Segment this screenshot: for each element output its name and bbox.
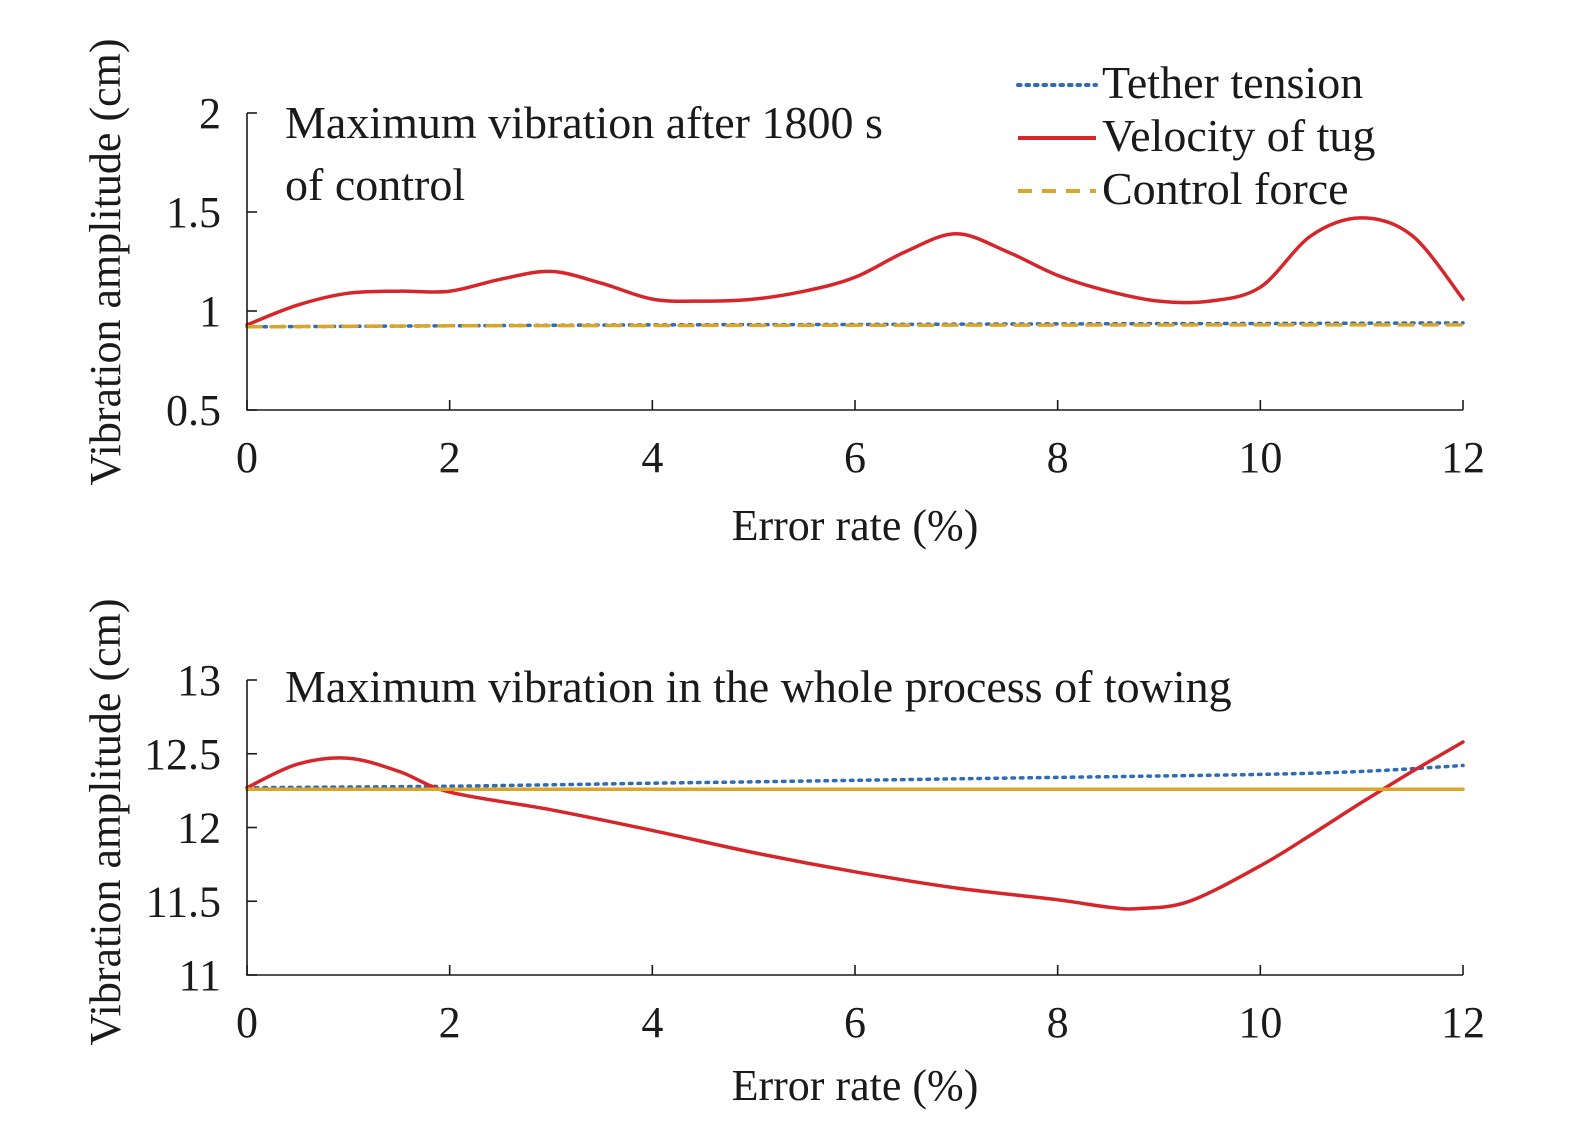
x-axis-label: Error rate (%) — [732, 1061, 979, 1110]
x-tick-label: 8 — [1047, 433, 1069, 482]
x-tick-label: 4 — [641, 998, 663, 1047]
x-tick-label: 8 — [1047, 998, 1069, 1047]
y-tick-label: 1 — [199, 287, 221, 336]
x-tick-label: 10 — [1238, 998, 1282, 1047]
chart-panel-bottom: 0 2 4 6 8 10 12 11 11.5 12 12.5 13 Maximum vibratio… — [81, 598, 1485, 1110]
y-tick-label: 11.5 — [146, 877, 221, 926]
y-tick-label: 11 — [179, 951, 221, 1000]
annotation-line-1: Maximum vibration after 1800 s — [285, 97, 883, 148]
x-tick-label: 4 — [641, 433, 663, 482]
chart-panel-top: 0 2 4 6 8 10 12 0.5 1 1.5 2 Maximum vibration afte… — [81, 38, 1485, 550]
annotation-line-1: Maximum vibration in the whole process o… — [285, 661, 1232, 712]
legend-label-velocity-of-tug: Velocity of tug — [1102, 110, 1375, 161]
y-tick-label: 12 — [177, 804, 221, 853]
x-tick-label: 0 — [236, 433, 258, 482]
x-tick-label: 12 — [1441, 998, 1485, 1047]
x-axis-label: Error rate (%) — [732, 501, 979, 550]
x-tick-label: 10 — [1238, 433, 1282, 482]
series-line-control-force — [245, 323, 1465, 329]
y-tick-label: 0.5 — [166, 386, 221, 435]
x-tick-label: 6 — [844, 433, 866, 482]
axis-frame-bottom — [246, 680, 1463, 976]
x-tick-label: 12 — [1441, 433, 1485, 482]
series-line-tether-tension — [245, 763, 1465, 790]
legend-label-control-force: Control force — [1102, 163, 1349, 214]
y-tick-label: 12.5 — [144, 730, 221, 779]
y-tick-label: 2 — [199, 89, 221, 138]
legend-label-tether-tension: Tether tension — [1102, 57, 1363, 108]
legend: Tether tension Velocity of tug Control f… — [1016, 57, 1375, 214]
annotation-line-2: of control — [285, 159, 465, 210]
x-tick-label: 0 — [236, 998, 258, 1047]
y-axis-label: Vibration amplitude (cm) — [81, 38, 130, 485]
x-tick-label: 2 — [439, 998, 461, 1047]
x-tick-label: 2 — [439, 433, 461, 482]
series-line-velocity-of-tug — [245, 216, 1465, 327]
x-tick-label: 6 — [844, 998, 866, 1047]
y-tick-label: 13 — [177, 656, 221, 705]
y-tick-label: 1.5 — [166, 188, 221, 237]
y-axis-label: Vibration amplitude (cm) — [81, 598, 130, 1045]
series-line-velocity-of-tug — [245, 740, 1465, 911]
